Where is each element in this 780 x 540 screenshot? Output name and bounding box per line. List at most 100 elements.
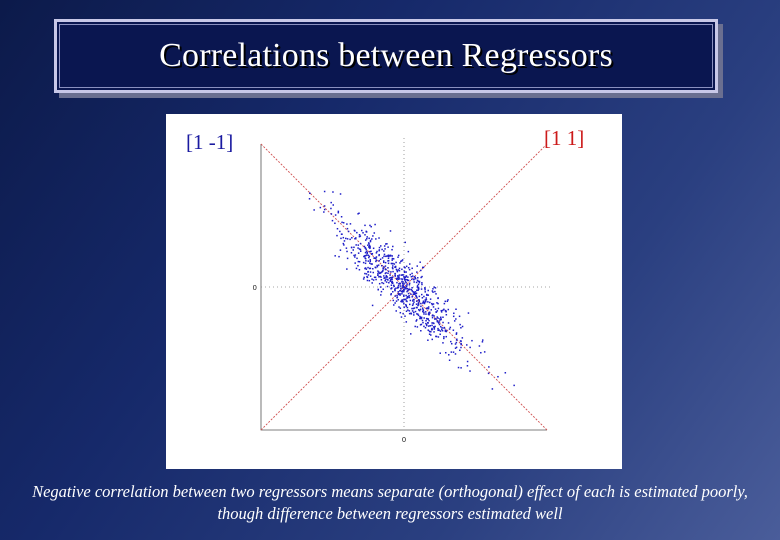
scatter-point xyxy=(460,343,462,346)
scatter-point xyxy=(405,294,407,297)
scatter-point xyxy=(369,240,372,243)
scatter-point xyxy=(430,331,432,333)
scatter-point xyxy=(382,282,385,285)
scatter-point xyxy=(384,265,387,267)
scatter-point xyxy=(435,311,438,313)
scatter-point xyxy=(418,280,421,283)
scatter-point xyxy=(413,281,415,283)
scatter-point xyxy=(467,312,470,314)
scatter-point xyxy=(409,299,412,302)
scatter-point xyxy=(403,275,405,278)
scatter-point xyxy=(375,252,378,254)
scatter-point xyxy=(420,276,422,279)
scatter-point xyxy=(394,288,396,290)
scatter-point xyxy=(432,314,434,316)
scatter-point xyxy=(404,278,407,281)
scatter-point xyxy=(377,274,379,276)
scatter-point xyxy=(437,307,440,310)
scatter-point xyxy=(419,324,422,326)
scatter-point xyxy=(346,227,349,230)
scatter-point xyxy=(405,265,408,268)
scatter-point xyxy=(422,309,425,312)
scatter-point xyxy=(389,230,392,232)
scatter-point xyxy=(403,277,406,280)
scatter-point xyxy=(399,311,402,314)
scatter-point xyxy=(460,346,462,349)
scatter-point xyxy=(364,267,366,270)
scatter-point xyxy=(372,279,375,281)
scatter-point xyxy=(413,314,415,316)
scatter-point xyxy=(432,303,435,305)
scatter-point xyxy=(416,279,419,282)
scatter-point xyxy=(457,366,460,369)
scatter-point xyxy=(436,316,439,318)
scatter-point xyxy=(413,278,415,281)
scatter-point xyxy=(405,298,407,301)
scatter-point xyxy=(389,274,391,276)
scatter-point xyxy=(425,317,428,320)
scatter-point xyxy=(471,339,473,342)
scatter-point xyxy=(481,339,484,341)
scatter-point xyxy=(461,337,464,339)
scatter-point xyxy=(358,212,360,214)
scatter-point xyxy=(336,227,339,230)
scatter-point xyxy=(423,311,425,314)
scatter-point xyxy=(371,238,373,240)
scatter-point xyxy=(420,305,422,308)
scatter-point xyxy=(416,306,418,309)
scatter-point xyxy=(400,300,402,303)
scatter-point xyxy=(427,339,429,341)
scatter-point xyxy=(386,276,389,278)
chart-canvas: 00 xyxy=(253,138,553,444)
scatter-point xyxy=(379,275,381,278)
scatter-point xyxy=(444,300,447,303)
scatter-point xyxy=(427,307,430,310)
scatter-point xyxy=(371,304,374,307)
scatter-point xyxy=(434,325,436,328)
scatter-point xyxy=(392,267,394,270)
scatter-point xyxy=(395,268,398,271)
scatter-point xyxy=(443,327,445,329)
scatter-point xyxy=(425,324,428,327)
scatter-point xyxy=(433,286,436,288)
scatter-point xyxy=(491,388,494,390)
scatter-point xyxy=(365,273,368,275)
scatter-point xyxy=(421,319,424,322)
scatter-point xyxy=(404,315,406,317)
scatter-point xyxy=(408,312,411,315)
scatter-point xyxy=(407,292,410,295)
scatter-point xyxy=(434,318,436,320)
scatter-point xyxy=(441,329,444,332)
scatter-point xyxy=(417,314,420,317)
scatter-point xyxy=(419,308,422,311)
scatter-point xyxy=(405,304,408,307)
scatter-point xyxy=(407,279,410,282)
scatter-point xyxy=(383,277,386,279)
scatter-point xyxy=(346,223,348,225)
scatter-point xyxy=(455,318,457,320)
scatter-point xyxy=(402,281,404,283)
scatter-point xyxy=(417,302,420,304)
scatter-point xyxy=(428,313,430,316)
scatter-point xyxy=(367,274,370,276)
scatter-point xyxy=(372,271,375,274)
scatter-point xyxy=(421,266,424,269)
scatter-point xyxy=(416,313,418,315)
scatter-point xyxy=(454,353,457,355)
scatter-point xyxy=(405,271,407,273)
scatter-point xyxy=(433,328,436,330)
scatter-point xyxy=(448,328,451,330)
scatter-point xyxy=(357,244,360,246)
scatter-point xyxy=(418,309,421,312)
scatter-point xyxy=(353,254,355,257)
scatter-point xyxy=(445,310,447,313)
scatter-point xyxy=(427,289,429,292)
scatter-point xyxy=(483,351,486,353)
scatter-point xyxy=(368,256,370,259)
scatter-point xyxy=(380,245,382,247)
scatter-point xyxy=(455,341,458,344)
scatter-point xyxy=(391,259,393,261)
scatter-point xyxy=(398,276,400,278)
scatter-point xyxy=(391,278,393,280)
scatter-point xyxy=(397,254,400,257)
